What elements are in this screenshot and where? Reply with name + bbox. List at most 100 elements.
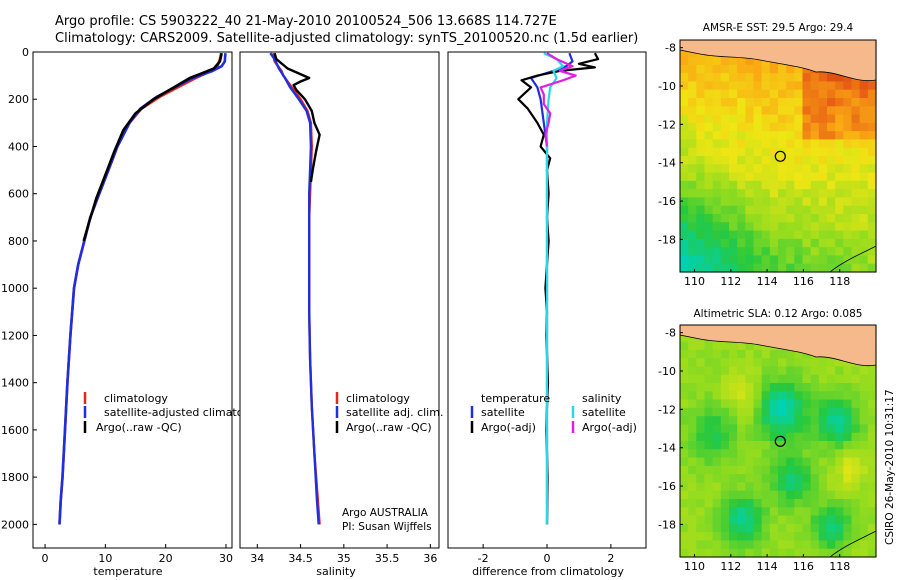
map-cell xyxy=(778,540,787,550)
map-cell xyxy=(720,131,730,141)
map-cell xyxy=(802,548,812,558)
map-cell xyxy=(835,515,844,525)
difference-x-ticks: -2 0 2 xyxy=(478,544,614,565)
map-cell xyxy=(827,81,836,91)
map-cell xyxy=(704,64,714,74)
map-cell xyxy=(859,507,869,517)
map-cell xyxy=(818,391,828,401)
map-cell xyxy=(786,98,795,107)
map-cell xyxy=(818,399,828,409)
map-cell xyxy=(720,238,730,248)
map-cell xyxy=(680,189,689,199)
map-cell xyxy=(851,383,861,392)
map-cell xyxy=(720,230,730,240)
map-cell xyxy=(688,247,697,257)
x-tick-label: 2 xyxy=(607,552,614,565)
map-cell xyxy=(745,247,755,257)
map-cell xyxy=(810,180,820,190)
depth-tick-label: 1200 xyxy=(1,329,29,342)
map-cell xyxy=(827,131,836,141)
map-cell xyxy=(802,73,812,83)
map-cell xyxy=(729,482,738,492)
map-cell xyxy=(843,457,853,467)
map-cell xyxy=(720,247,730,257)
map-cell xyxy=(696,255,706,265)
map-cell xyxy=(827,214,836,223)
map-cell xyxy=(818,197,828,207)
map-cell xyxy=(729,523,738,533)
map-cell xyxy=(802,106,812,116)
legend-temperature-title: temperature xyxy=(481,392,550,405)
x-tick-label: 0 xyxy=(42,552,49,565)
map-cell xyxy=(745,341,755,351)
map-cell xyxy=(704,263,714,273)
map-cell xyxy=(712,114,722,124)
map-cell xyxy=(696,189,706,199)
map-cell xyxy=(810,263,820,273)
map-cell xyxy=(810,131,820,141)
temperature-axes-frame xyxy=(32,51,233,549)
map-cell xyxy=(843,499,853,508)
map-cell xyxy=(704,499,714,508)
map-cell xyxy=(835,222,844,232)
map-cell xyxy=(737,523,746,533)
map-cell xyxy=(867,490,877,500)
map-cell xyxy=(761,247,771,257)
map-cell xyxy=(778,416,787,426)
map-cell xyxy=(680,106,689,116)
map-cell xyxy=(745,490,755,500)
map-cell xyxy=(835,432,844,442)
map-cell xyxy=(851,407,861,417)
map-cell xyxy=(729,358,738,368)
map-cell xyxy=(859,465,869,475)
australia-coastline xyxy=(829,530,877,558)
map-cell xyxy=(810,255,820,265)
map-cell xyxy=(745,147,755,157)
map-cell xyxy=(769,214,779,223)
map-cell xyxy=(680,399,689,409)
map-cell xyxy=(810,449,820,459)
map-cell xyxy=(680,180,689,190)
map-cell xyxy=(737,432,746,442)
map-cell xyxy=(769,255,779,265)
map-cell xyxy=(786,432,795,442)
map-cell xyxy=(786,164,795,174)
map-cell xyxy=(729,64,738,74)
map-cell xyxy=(827,230,836,240)
map-cell xyxy=(851,540,861,550)
map-cell xyxy=(737,424,746,434)
map-cell xyxy=(761,374,771,384)
map-cell xyxy=(827,399,836,409)
map-cell xyxy=(851,214,861,223)
map-cell xyxy=(696,457,706,467)
map-cell xyxy=(761,383,771,392)
map-cell xyxy=(867,399,877,409)
map-cell xyxy=(778,391,787,401)
lon-tick-label: 118 xyxy=(829,560,850,573)
sla-map-field xyxy=(679,324,877,558)
map-cell xyxy=(843,255,853,265)
map-cell xyxy=(680,56,689,66)
map-cell xyxy=(737,98,746,107)
map-cell xyxy=(802,424,812,434)
map-cell xyxy=(704,474,714,484)
footer-timestamp: CSIRO 26-May-2010 10:31:17 xyxy=(884,389,896,545)
map-cell xyxy=(769,507,779,517)
map-cell xyxy=(802,180,812,190)
series-argo-raw-qc- xyxy=(273,52,321,183)
map-cell xyxy=(851,255,861,265)
map-cell xyxy=(769,515,779,525)
map-cell xyxy=(761,230,771,240)
map-cell xyxy=(786,106,795,116)
map-cell xyxy=(696,349,706,359)
map-cell xyxy=(680,548,689,558)
map-cell xyxy=(712,106,722,116)
map-cell xyxy=(851,197,861,207)
map-cell xyxy=(729,214,738,223)
map-cell xyxy=(688,189,697,199)
map-cell xyxy=(761,106,771,116)
map-cell xyxy=(778,122,787,132)
map-cell xyxy=(704,507,714,517)
map-cell xyxy=(680,172,689,182)
map-cell xyxy=(761,523,771,533)
